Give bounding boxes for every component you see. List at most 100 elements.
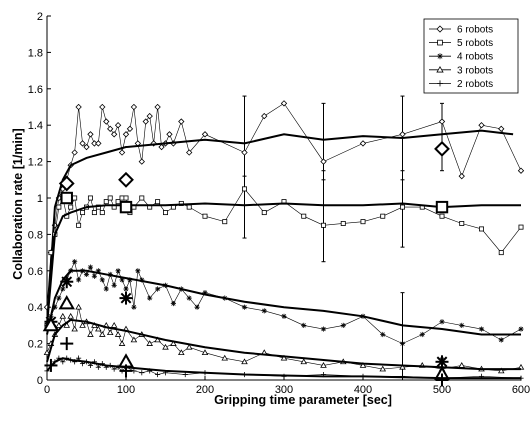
data-point-5-robots	[87, 195, 93, 201]
data-point-3-robots	[99, 331, 106, 337]
data-point-4-robots	[56, 295, 62, 301]
data-point-5-robots	[91, 210, 97, 216]
data-point-4-robots	[76, 277, 82, 283]
data-point-6-robots	[142, 118, 149, 125]
model-marker-2-robots	[435, 373, 449, 387]
data-point-2-robots	[60, 359, 66, 365]
model-marker-4-robots	[119, 291, 133, 305]
data-point-4-robots	[155, 286, 161, 292]
data-point-5-robots	[340, 220, 346, 226]
x-tick-label: 300	[275, 384, 293, 396]
data-point-6-robots	[107, 125, 114, 133]
data-point-3-robots	[55, 321, 63, 328]
data-point-2-robots	[95, 364, 101, 370]
data-point-3-robots	[221, 354, 229, 361]
data-point-4-robots	[147, 295, 153, 301]
data-point-3-robots	[201, 349, 209, 356]
data-point-4-robots	[518, 326, 524, 332]
legend-marker	[437, 80, 443, 87]
data-point-4-robots	[399, 341, 406, 347]
data-point-6-robots	[458, 172, 465, 180]
data-point-3-robots	[300, 358, 308, 365]
legend-marker	[436, 65, 444, 73]
data-point-6-robots	[118, 149, 126, 156]
data-point-4-robots	[320, 326, 327, 332]
data-point-6-robots	[438, 118, 446, 125]
data-point-4-robots	[194, 304, 200, 310]
data-point-3-robots	[458, 362, 466, 368]
data-point-3-robots	[59, 312, 67, 319]
y-tick-label: 1.6	[28, 84, 43, 96]
data-point-3-robots	[280, 354, 288, 361]
data-point-5-robots	[360, 219, 366, 225]
data-point-3-robots	[67, 312, 74, 319]
legend-marker	[436, 25, 444, 33]
data-point-5-robots	[76, 222, 82, 228]
model-marker-5-robots	[435, 200, 449, 214]
data-point-3-robots	[178, 349, 185, 356]
data-point-5-robots	[155, 199, 161, 205]
legend-label: 5 robots	[457, 38, 493, 49]
model-marker-2-robots	[60, 337, 74, 351]
x-axis-title: Gripping time parameter [sec]	[214, 393, 392, 407]
mean-curve-6-robots	[46, 129, 514, 326]
data-point-5-robots	[80, 210, 86, 216]
model-marker-2-robots	[119, 364, 133, 378]
data-point-6-robots	[71, 149, 78, 156]
data-point-3-robots	[130, 336, 138, 343]
data-point-3-robots	[170, 340, 177, 346]
data-point-3-robots	[118, 340, 126, 346]
data-point-3-robots	[114, 331, 122, 337]
data-point-3-robots	[185, 343, 193, 350]
model-marker-5-robots	[119, 200, 133, 214]
data-point-5-robots	[518, 224, 524, 230]
data-point-4-robots	[340, 322, 346, 328]
data-point-3-robots	[43, 349, 51, 356]
data-point-4-robots	[439, 319, 445, 325]
data-point-2-robots	[155, 371, 161, 378]
legend-label: 2 robots	[457, 79, 493, 90]
x-tick-label: 0	[44, 384, 50, 396]
data-point-2-robots	[139, 370, 145, 376]
data-point-5-robots	[99, 210, 105, 216]
data-point-4-robots	[103, 286, 109, 292]
data-point-5-robots	[261, 210, 267, 216]
data-point-6-robots	[138, 158, 145, 165]
data-point-6-robots	[87, 131, 94, 138]
mean-curve-4-robots	[46, 269, 521, 336]
data-point-4-robots	[261, 308, 267, 314]
data-point-3-robots	[497, 367, 505, 374]
data-point-5-robots	[186, 204, 192, 210]
model-marker-3-robots	[58, 295, 75, 310]
data-point-6-robots	[517, 167, 525, 174]
model-marker-6-robots	[118, 171, 134, 188]
data-point-6-robots	[359, 140, 367, 147]
data-point-6-robots	[399, 131, 406, 138]
data-point-6-robots	[186, 149, 193, 156]
data-point-6-robots	[498, 125, 505, 133]
x-tick-label: 400	[354, 384, 372, 396]
data-point-5-robots	[103, 199, 109, 205]
data-point-6-robots	[280, 100, 288, 107]
data-point-4-robots	[111, 282, 117, 288]
data-point-3-robots	[154, 336, 161, 343]
data-point-2-robots	[87, 362, 94, 369]
model-marker-4-robots	[60, 275, 74, 289]
data-point-5-robots	[439, 213, 445, 219]
data-point-5-robots	[107, 195, 113, 201]
data-point-5-robots	[115, 199, 121, 205]
data-point-3-robots	[110, 321, 118, 328]
data-point-3-robots	[75, 303, 82, 310]
data-point-6-robots	[122, 131, 130, 138]
data-point-5-robots	[380, 213, 386, 219]
data-point-6-robots	[146, 112, 153, 120]
data-point-5-robots	[202, 213, 208, 219]
data-point-6-robots	[103, 118, 110, 125]
data-point-5-robots	[321, 222, 326, 228]
data-point-4-robots	[478, 326, 485, 332]
y-tick-label: 0	[37, 375, 43, 387]
data-point-4-robots	[135, 268, 141, 274]
data-point-6-robots	[114, 122, 122, 129]
data-point-6-robots	[95, 140, 102, 147]
